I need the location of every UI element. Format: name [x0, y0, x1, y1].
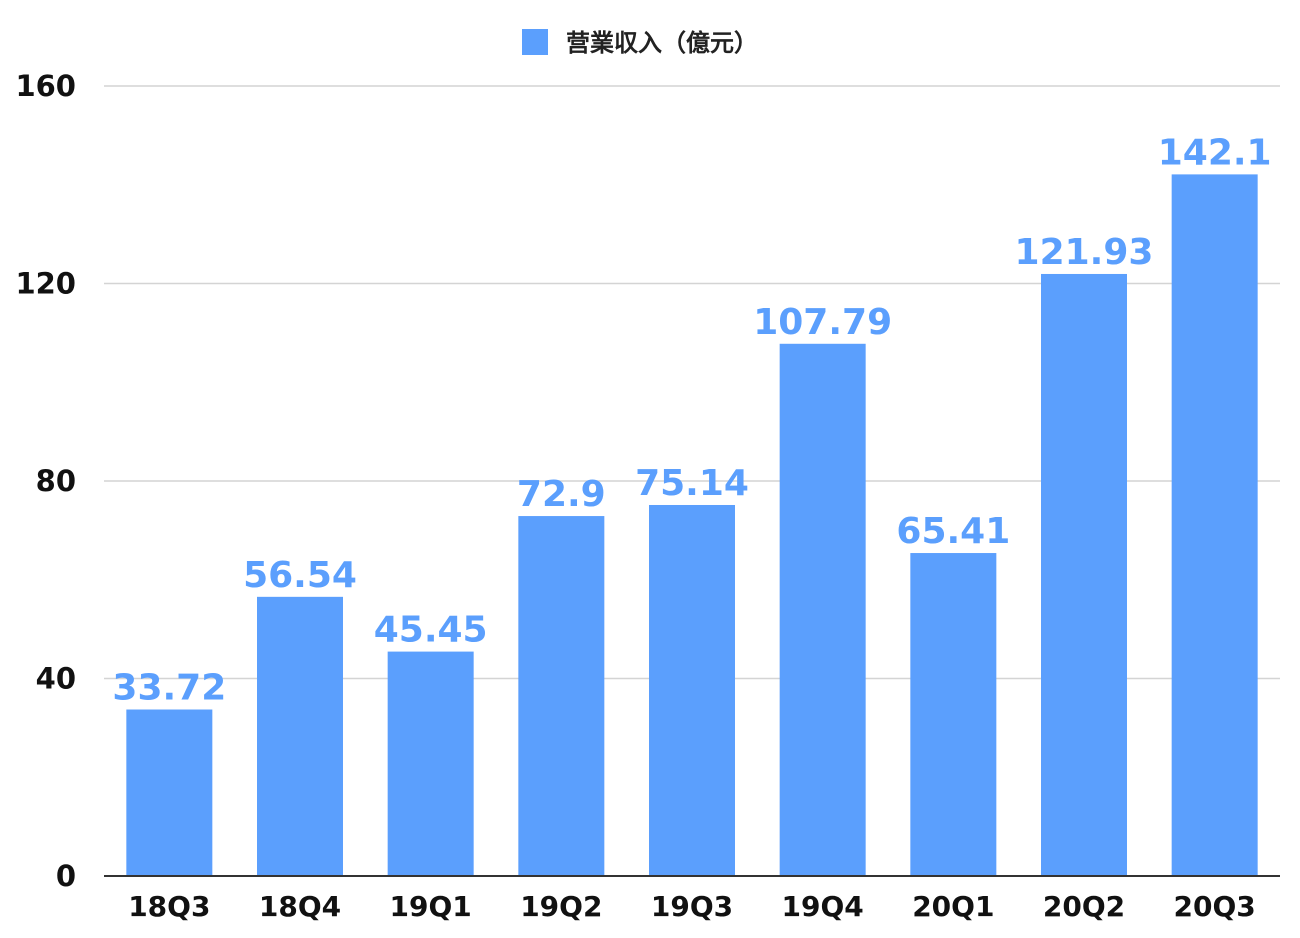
x-tick-label: 18Q3: [128, 890, 210, 923]
data-label: 33.72: [112, 668, 226, 709]
legend-swatch: [522, 29, 548, 55]
data-labels: 33.72 56.54 45.45 72.9 75.14 107.79 65.41 121.9…: [112, 132, 1271, 708]
y-tick-label: 80: [36, 464, 76, 498]
bar-series: [126, 174, 1258, 877]
x-axis: 18Q3 18Q4 19Q1 19Q2 19Q3 19Q4 20Q1 20Q2 20Q3: [104, 875, 1280, 923]
y-tick-label: 120: [15, 267, 76, 301]
bar: [649, 504, 735, 876]
bar: [126, 709, 213, 876]
x-tick-label: 20Q2: [1043, 890, 1125, 923]
y-tick-label: 160: [15, 69, 76, 103]
x-tick-label: 19Q2: [520, 890, 602, 923]
y-tick-label: 40: [36, 662, 76, 696]
bar: [1171, 174, 1258, 877]
bar: [387, 651, 474, 876]
x-tick-label: 20Q1: [912, 890, 994, 923]
data-label: 45.45: [374, 610, 488, 651]
data-label: 56.54: [243, 555, 357, 596]
data-label: 121.93: [1015, 232, 1154, 273]
x-tick-label: 19Q3: [651, 890, 733, 923]
y-axis: 0 40 80 120 160: [15, 69, 76, 893]
data-label: 65.41: [896, 511, 1010, 552]
legend-label: 营業収入（億元）: [566, 29, 758, 57]
bar: [257, 596, 343, 876]
x-tick-label: 19Q4: [782, 890, 864, 923]
bar: [910, 553, 997, 876]
bar: [1041, 273, 1127, 877]
x-tick-label: 20Q3: [1174, 890, 1256, 923]
x-tick-label: 18Q4: [259, 890, 341, 923]
data-label: 72.9: [517, 474, 606, 515]
y-tick-label: 0: [56, 859, 76, 893]
data-label: 75.14: [635, 463, 749, 504]
data-label: 107.79: [753, 302, 892, 343]
data-label: 142.1: [1158, 132, 1272, 173]
bar: [779, 343, 866, 876]
x-tick-label: 19Q1: [390, 890, 472, 923]
bar: [518, 516, 605, 876]
chart-legend: 营業収入（億元）: [522, 29, 758, 57]
